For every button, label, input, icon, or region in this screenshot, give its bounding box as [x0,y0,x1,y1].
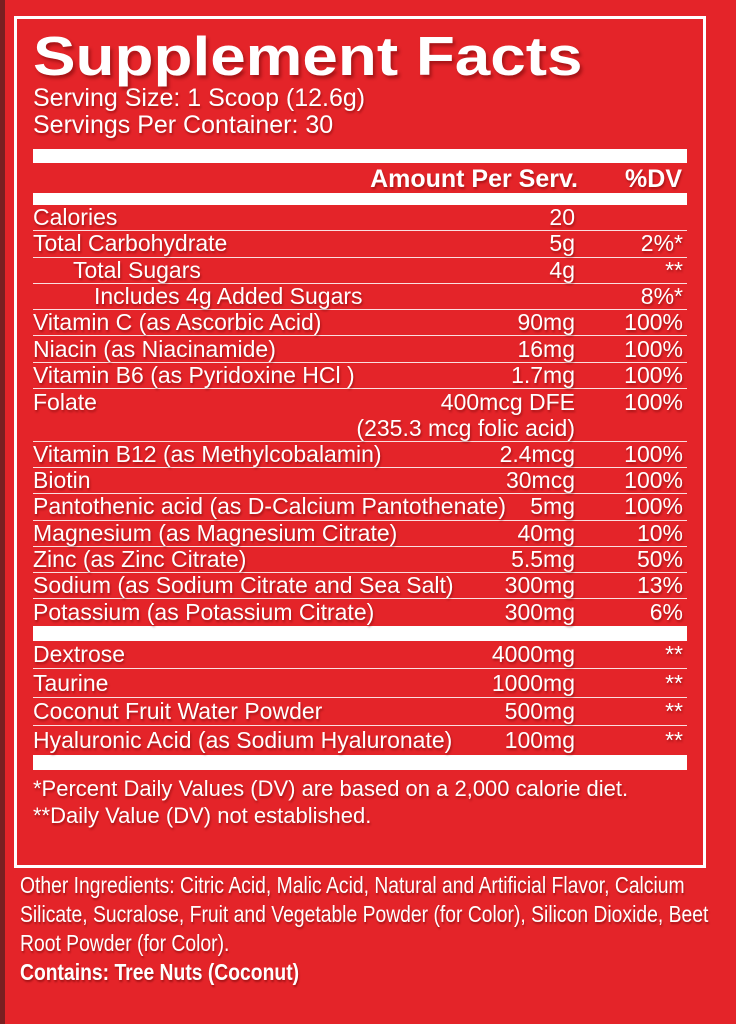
table-row: Coconut Fruit Water Powder 500mg ** [33,698,687,727]
row-dv: 10% [636,519,683,546]
row-amount: 16mg [517,335,575,362]
row-name: Total Sugars [73,256,201,283]
serving-size-line: Serving Size: 1 Scoop (12.6g) [33,84,366,112]
row-dv: ** [665,698,683,724]
thick-divider-bar [33,754,687,770]
table-row: Calories 20 [33,204,687,232]
row-dv: 100% [624,335,683,362]
row-amount: 400mcg DFE [440,388,575,415]
servings-per-container-line: Servings Per Container: 30 [33,111,334,139]
row-dv: ** [665,669,683,696]
row-dv: 100% [624,388,683,415]
row-name: Magnesium (as Magnesium Citrate) [33,519,398,546]
row-dv: 100% [624,467,683,494]
table-row: (235.3 mcg folic acid) [33,414,687,442]
panel-title: Supplement Facts [33,25,583,87]
row-name: Hyaluronic Acid (as Sodium Hyaluronate) [33,727,453,753]
table-row: Niacin (as Niacinamide) 16mg 100% [33,335,687,363]
row-amount: (235.3 mcg folic acid) [356,414,575,441]
table-row: Dextrose 4000mg ** [33,641,687,670]
row-amount: 4g [549,256,575,283]
row-name: Total Carbohydrate [33,230,228,257]
table-row: Sodium (as Sodium Citrate and Sea Salt) 3… [33,572,687,600]
table-row: Magnesium (as Magnesium Citrate) 40mg 10% [33,519,687,547]
row-name: Pantothenic acid (as D-Calcium Pantothen… [33,493,507,520]
table-row: Vitamin C (as Ascorbic Acid) 90mg 100% [33,309,687,337]
footnote-percent-dv: *Percent Daily Values (DV) are based on … [33,775,629,801]
row-name: Sodium (as Sodium Citrate and Sea Salt) [33,572,454,599]
table-row: Total Carbohydrate 5g 2%* [33,230,687,258]
row-dv: 100% [624,309,683,336]
row-name: Calories [33,204,118,231]
row-name: Includes 4g Added Sugars [94,283,363,310]
row-dv: ** [665,256,683,283]
table-row: Biotin 30mcg 100% [33,467,687,495]
table-row: Folate 400mcg DFE 100% [33,389,687,415]
row-dv: ** [665,641,683,667]
row-amount: 90mg [517,309,575,336]
row-dv: 13% [636,572,683,599]
row-name: Folate [33,388,97,415]
dv-column-header: %DV [625,165,682,193]
row-amount: 2.4mcg [499,440,575,467]
row-amount: 30mcg [505,467,575,494]
row-amount: 4000mg [491,641,575,667]
table-row: Pantothenic acid (as D-Calcium Pantothen… [33,493,687,521]
row-name: Coconut Fruit Water Powder [33,698,323,724]
thick-divider-bar [33,625,687,641]
table-row: Total Sugars 4g ** [33,256,687,284]
row-dv: 6% [649,599,683,626]
row-amount: 1.7mg [511,361,575,388]
row-dv: 50% [636,546,683,572]
row-dv: 100% [624,440,683,467]
nutrient-rows-section: Calories 20 Total Carbohydrate 5g 2%* Total S… [33,204,687,626]
row-amount: 300mg [504,572,575,599]
supplement-facts-panel: Supplement Facts Serving Size: 1 Scoop (… [14,16,706,868]
row-dv: ** [665,727,683,753]
thick-divider-bar [33,193,687,205]
table-row: Potassium (as Potassium Citrate) 300mg 6% [33,599,687,625]
row-amount: 20 [549,204,575,231]
photo-edge-artifact [0,0,5,1024]
row-name: Biotin [33,467,91,494]
row-amount: 300mg [504,599,575,626]
row-dv: 8%* [640,283,683,310]
table-row: Vitamin B6 (as Pyridoxine HCl ) 1.7mg 100% [33,361,687,390]
contains-statement: Contains: Tree Nuts (Coconut) [20,959,300,985]
row-name: Dextrose [33,641,126,667]
row-amount: 5mg [530,493,575,520]
row-name: Taurine [33,669,109,696]
column-header-row: Amount Per Serv. %DV [33,163,687,193]
row-name: Vitamin C (as Ascorbic Acid) [33,309,322,336]
row-amount: 1000mg [491,669,575,696]
row-name: Zinc (as Zinc Citrate) [33,546,247,573]
table-row: Taurine 1000mg ** [33,669,687,698]
table-row: Vitamin B12 (as Methylcobalamin) 2.4mcg 10… [33,440,687,468]
footnotes-section: *Percent Daily Values (DV) are based on … [33,775,687,829]
row-name: Vitamin B6 (as Pyridoxine HCl ) [33,361,355,388]
row-amount: 5.5mg [511,546,575,572]
row-amount: 40mg [517,519,575,546]
row-amount: 5g [549,230,575,257]
footnote-not-established: **Daily Value (DV) not established. [33,802,372,828]
other-ingredients-text: Other Ingredients: Citric Acid, Malic Ac… [20,872,709,956]
row-name: Niacin (as Niacinamide) [33,335,276,362]
other-ingredients-section: Other Ingredients: Citric Acid, Malic Ac… [20,871,734,987]
row-dv: 100% [624,361,683,388]
other-compound-rows-section: Dextrose 4000mg ** Taurine 1000mg ** Coconut F… [33,641,687,755]
amount-column-header: Amount Per Serv. [370,165,578,193]
row-amount: 100mg [504,727,575,753]
row-name: Vitamin B12 (as Methylcobalamin) [33,440,382,467]
table-row: Includes 4g Added Sugars 8%* [33,283,687,311]
row-name: Potassium (as Potassium Citrate) [33,599,375,626]
row-dv: 2%* [640,230,683,257]
row-amount: 500mg [504,698,575,724]
row-dv: 100% [624,493,683,520]
table-row: Hyaluronic Acid (as Sodium Hyaluronate) 1… [33,726,687,755]
thick-divider-bar [33,149,687,163]
table-row: Zinc (as Zinc Citrate) 5.5mg 50% [33,546,687,574]
